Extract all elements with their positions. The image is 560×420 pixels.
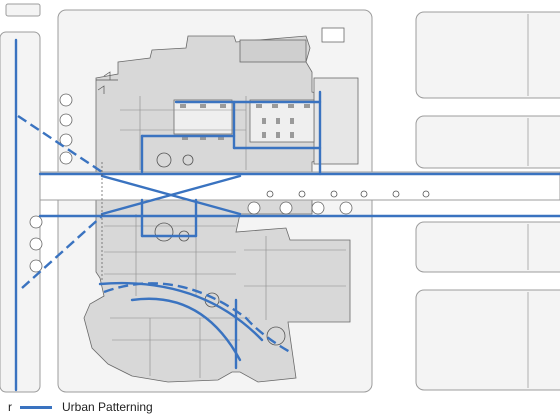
- east-pavilion: [313, 77, 359, 165]
- dashed-northwest: [17, 115, 103, 173]
- dashed-south-curve: [103, 282, 291, 354]
- legend-label-urban-patterning: Urban Patterning: [62, 400, 153, 414]
- site-annotations: [96, 71, 118, 280]
- bollards: [266, 190, 430, 198]
- block-far-se: [415, 289, 560, 391]
- legend-swatch-solid: [20, 405, 52, 409]
- pattern-south-arc-inner: [130, 297, 242, 362]
- block-top-west: [5, 3, 41, 17]
- block-e: [415, 115, 560, 169]
- block-ne: [415, 11, 560, 99]
- dashed-southwest: [21, 215, 103, 289]
- urban-patterning-dashed: [17, 115, 291, 354]
- street-trees: [29, 93, 353, 273]
- urban-patterning: [14, 38, 560, 392]
- interior-walls: [104, 96, 346, 378]
- north-kiosk: [321, 27, 345, 43]
- legend-label-dashed: r: [8, 400, 12, 414]
- legend-item-urban-patterning: Urban Patterning: [20, 396, 153, 418]
- legend-item-dashed: r: [0, 396, 12, 418]
- building-south-wing: [83, 199, 351, 383]
- legend: r Urban Patterning: [0, 396, 560, 418]
- pattern-cross-b: [100, 174, 242, 216]
- pattern-south-arc-outer: [98, 281, 264, 342]
- block-west: [0, 31, 41, 393]
- northeast-annex: [239, 39, 307, 63]
- block-se: [415, 221, 560, 273]
